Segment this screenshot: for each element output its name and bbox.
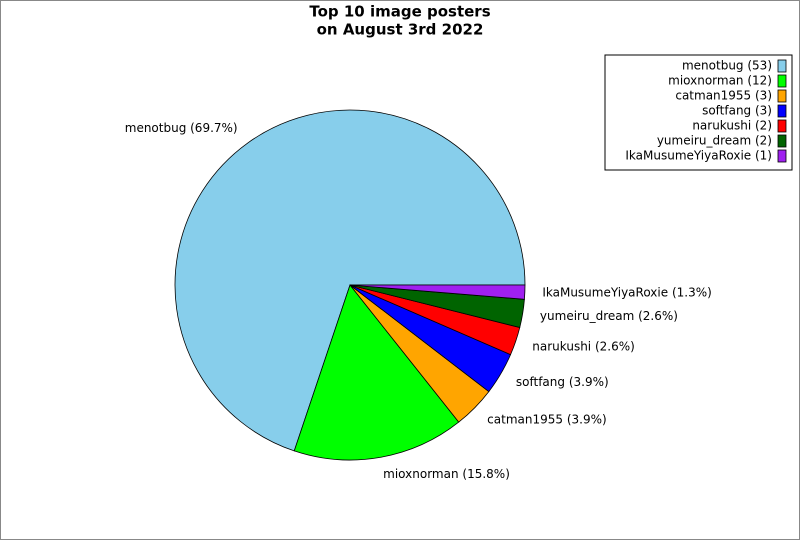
slice-label: menotbug (69.7%) [125, 121, 238, 135]
legend-swatch [777, 104, 787, 118]
legend-swatch [777, 74, 787, 88]
pie-slice [293, 284, 460, 461]
chart-title: Top 10 image posters [309, 3, 490, 21]
legend-swatch [777, 119, 787, 133]
legend-swatch [777, 59, 787, 73]
slice-label: mioxnorman (15.8%) [383, 467, 510, 481]
legend-swatch [777, 149, 787, 163]
slice-label: yumeiru_dream (2.6%) [540, 309, 678, 323]
slice-label: catman1955 (3.9%) [487, 413, 607, 427]
slice-label: softfang (3.9%) [516, 375, 609, 389]
pie-slice [349, 284, 526, 300]
legend-label: narukushi (2) [692, 119, 772, 133]
pie-slice [174, 109, 526, 452]
legend-label: catman1955 (3) [675, 89, 772, 103]
slice-label: narukushi (2.6%) [532, 339, 635, 353]
legend-label: yumeiru_dream (2) [657, 134, 772, 148]
legend-label: menotbug (53) [682, 59, 772, 73]
legend-label: softfang (3) [702, 104, 772, 118]
legend-label: mioxnorman (12) [668, 74, 772, 88]
chart-title: on August 3rd 2022 [317, 21, 484, 39]
slice-label: IkaMusumeYiyaRoxie (1.3%) [542, 285, 711, 299]
legend-label: IkaMusumeYiyaRoxie (1) [625, 149, 772, 163]
legend-box [604, 54, 793, 171]
legend-swatch [777, 89, 787, 103]
legend-swatch [777, 134, 787, 148]
